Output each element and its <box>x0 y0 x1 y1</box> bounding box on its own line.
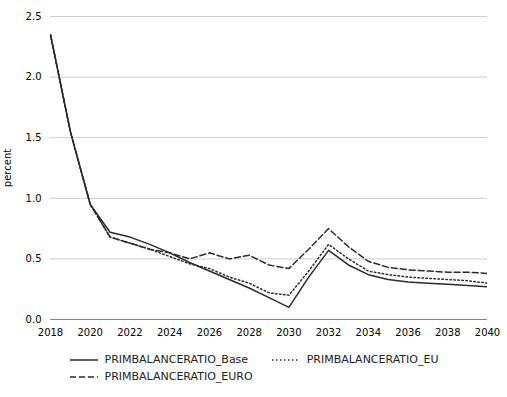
svg-text:2020: 2020 <box>78 327 103 338</box>
svg-text:2034: 2034 <box>356 327 381 338</box>
svg-text:2028: 2028 <box>236 327 261 338</box>
svg-text:2038: 2038 <box>435 327 460 338</box>
svg-text:2022: 2022 <box>117 327 142 338</box>
html-text:PRIMBALANCERATIO_EURO: PRIMBALANCERATIO_EURO <box>104 370 253 383</box>
svg-text:2030: 2030 <box>276 327 301 338</box>
html-text:PRIMBALANCERATIO_Base: PRIMBALANCERATIO_Base <box>104 353 249 366</box>
svg-text:2040: 2040 <box>475 327 500 338</box>
svg-text:2.0: 2.0 <box>26 71 42 82</box>
html-text:PRIMBALANCERATIO_EU: PRIMBALANCERATIO_EU <box>306 353 439 366</box>
svg-text:percent: percent <box>2 149 13 187</box>
svg-text:0.5: 0.5 <box>26 253 42 264</box>
svg-text:2032: 2032 <box>316 327 341 338</box>
svg-text:1.0: 1.0 <box>26 193 42 204</box>
svg-text:2036: 2036 <box>395 327 420 338</box>
svg-text:1.5: 1.5 <box>26 132 42 143</box>
svg-text:2026: 2026 <box>197 327 222 338</box>
svg-text:0.0: 0.0 <box>26 314 42 325</box>
svg-text:2024: 2024 <box>157 327 182 338</box>
svg-text:2018: 2018 <box>38 327 63 338</box>
svg-text:2.5: 2.5 <box>26 11 42 22</box>
